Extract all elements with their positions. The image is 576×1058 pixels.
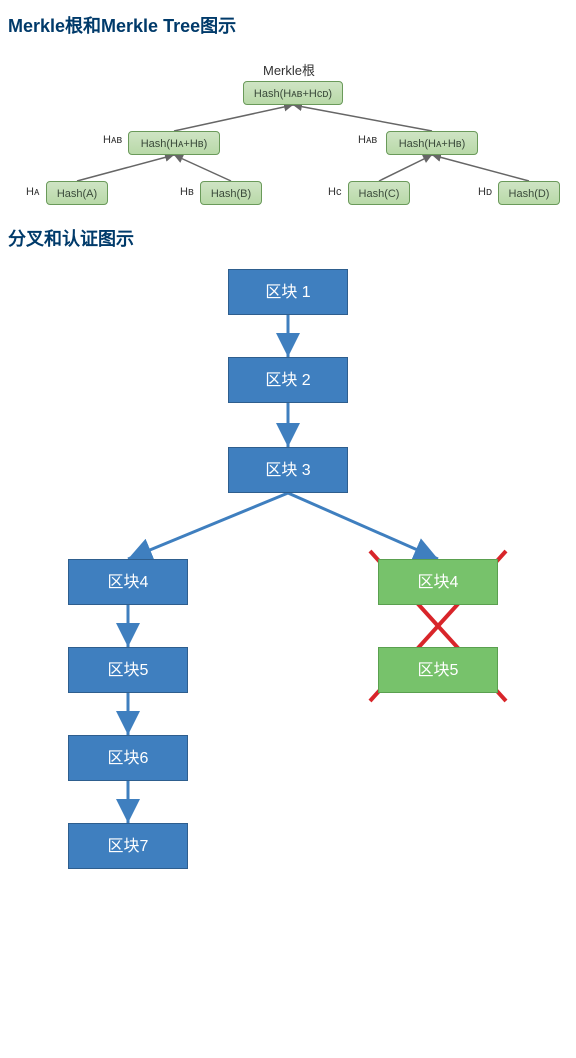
block-g5: 区块5 bbox=[378, 647, 498, 693]
merkle-label-a: Hᴀ bbox=[26, 186, 39, 198]
merkle-node-cd: Hash(Hᴀ+Hʙ) bbox=[386, 131, 478, 155]
merkle-label-b: Hʙ bbox=[180, 186, 194, 198]
block-b4: 区块4 bbox=[68, 559, 188, 605]
block-b7: 区块7 bbox=[68, 823, 188, 869]
merkle-node-a: Hash(A) bbox=[46, 181, 108, 205]
merkle-node-c: Hash(C) bbox=[348, 181, 410, 205]
merkle-node-b: Hash(B) bbox=[200, 181, 262, 205]
heading-merkle: Merkle根和Merkle Tree图示 bbox=[8, 12, 576, 38]
merkle-node-ab: Hash(Hᴀ+Hʙ) bbox=[128, 131, 220, 155]
merkle-tree-diagram: Merkle根 Hash(Hᴀʙ+Hᴄᴅ) Hash(Hᴀ+Hʙ) Hᴀʙ Hash(… bbox=[8, 46, 568, 221]
block-b2: 区块 2 bbox=[228, 357, 348, 403]
merkle-node-d: Hash(D) bbox=[498, 181, 560, 205]
block-b1: 区块 1 bbox=[228, 269, 348, 315]
merkle-node-root: Hash(Hᴀʙ+Hᴄᴅ) bbox=[243, 81, 343, 105]
merkle-label-d: Hᴅ bbox=[478, 186, 492, 198]
block-b3: 区块 3 bbox=[228, 447, 348, 493]
merkle-root-title: Merkle根 bbox=[263, 60, 315, 79]
merkle-label-c: Hᴄ bbox=[328, 186, 341, 198]
fork-chain-diagram: 区块 1 区块 2 区块 3 区块4 区块5 区块6 区块7 区块4 区块5 bbox=[8, 259, 568, 889]
block-b6: 区块6 bbox=[68, 735, 188, 781]
merkle-label-cd: Hᴀʙ bbox=[358, 134, 377, 146]
block-g4: 区块4 bbox=[378, 559, 498, 605]
merkle-label-ab: Hᴀʙ bbox=[103, 134, 122, 146]
block-b5: 区块5 bbox=[68, 647, 188, 693]
heading-fork: 分叉和认证图示 bbox=[8, 225, 576, 251]
